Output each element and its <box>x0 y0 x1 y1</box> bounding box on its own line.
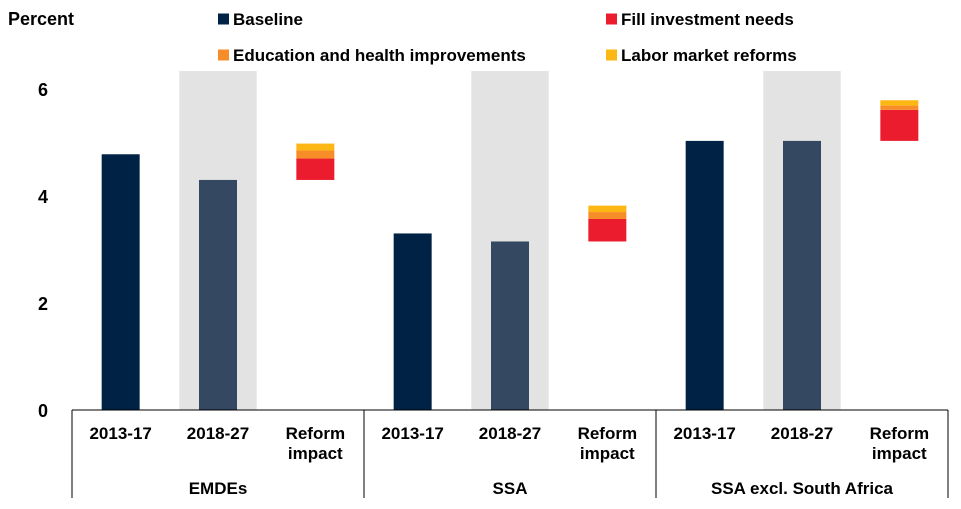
legend-swatch-baseline <box>218 13 229 25</box>
legend-swatch-fill <box>606 13 617 25</box>
bar-baseline <box>783 140 821 410</box>
category-tick-label: impact <box>872 444 927 463</box>
bar-segment-labor <box>880 100 919 106</box>
category-tick-label: 2018-27 <box>187 424 249 443</box>
legend-swatch-labor <box>606 49 617 61</box>
bar-segment-education <box>588 212 627 220</box>
bar-segment-education <box>296 150 335 159</box>
bar-baseline <box>101 154 140 410</box>
y-tick-label: 2 <box>38 294 48 314</box>
category-tick-label: 2013-17 <box>381 424 443 443</box>
category-tick-label: Reform <box>578 424 638 443</box>
y-tick-label: 6 <box>38 80 48 100</box>
y-tick-label: 4 <box>38 187 48 207</box>
bars-layer <box>101 100 919 410</box>
category-tick-label: 2018-27 <box>771 424 833 443</box>
shaded-period-layer <box>179 71 841 410</box>
bar-baseline <box>685 140 724 410</box>
bar-baseline <box>491 241 529 410</box>
category-tick-label: impact <box>288 444 343 463</box>
legend-label-baseline: Baseline <box>233 10 303 29</box>
group-label: SSA <box>493 479 528 498</box>
y-axis-title: Percent <box>8 9 74 29</box>
legend-label-education: Education and health improvements <box>233 46 526 65</box>
category-tick-label: 2018-27 <box>479 424 541 443</box>
legend: Baseline Fill investment needs Education a… <box>218 10 797 65</box>
legend-label-labor: Labor market reforms <box>621 46 797 65</box>
bar-baseline <box>393 233 432 410</box>
group-label: SSA excl. South Africa <box>711 479 894 498</box>
category-tick-label: 2013-17 <box>673 424 735 443</box>
group-label: EMDEs <box>189 479 248 498</box>
y-tick-label: 0 <box>38 401 48 421</box>
category-tick-label: Reform <box>870 424 930 443</box>
bar-segment-fill <box>296 158 335 180</box>
bar-segment-fill <box>588 219 627 242</box>
bar-segment-education <box>880 105 919 110</box>
axes-layer <box>71 409 949 498</box>
category-tick-label: 2013-17 <box>89 424 151 443</box>
bar-segment-fill <box>880 109 919 141</box>
legend-label-fill: Fill investment needs <box>621 10 794 29</box>
legend-swatch-education <box>218 49 229 61</box>
bar-segment-labor <box>296 143 335 151</box>
category-tick-label: impact <box>580 444 635 463</box>
bar-baseline <box>199 179 237 410</box>
category-tick-label: Reform <box>286 424 346 443</box>
bar-segment-labor <box>588 205 627 213</box>
